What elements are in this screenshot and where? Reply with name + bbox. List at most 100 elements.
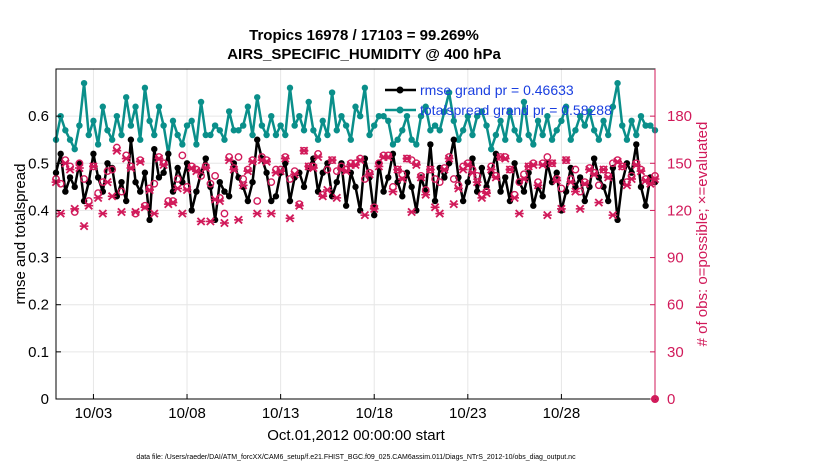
obs-evaluated-point (538, 160, 548, 170)
obs-possible-point (229, 164, 238, 172)
obs-evaluated-point (229, 165, 239, 174)
obs-evaluated-point (449, 199, 459, 209)
obs-possible-point (178, 151, 187, 160)
series-1-point (319, 117, 326, 125)
series-0-point (90, 150, 97, 158)
obs-evaluated-point (617, 162, 627, 171)
obs-evaluated-point (191, 166, 201, 176)
series-1-point (525, 131, 532, 139)
obs-evaluated-point (79, 221, 89, 231)
series-1-point (347, 136, 355, 143)
series-1-point (469, 131, 476, 139)
series-1-point (244, 103, 252, 110)
series-0-point (520, 188, 528, 195)
series-1-point (169, 117, 177, 125)
legend-spread-label: totalspread grand pr = 0.58288 (420, 102, 612, 118)
series-0-point (530, 202, 537, 209)
obs-possible-point (398, 170, 407, 179)
series-1-point (520, 98, 528, 106)
obs-evaluated-point (252, 209, 262, 218)
axis-ticks: 10/03 10/08 10/13 10/18 10/23 10/28 0 0.1 0.2 0.3… (28, 108, 692, 422)
series-1-point (642, 122, 649, 129)
obs-evaluated-point (533, 181, 543, 190)
obs-evaluated-point (463, 160, 473, 170)
series-1-point (389, 141, 397, 148)
obs-evaluated-point (454, 184, 463, 193)
obs-possible-point (421, 186, 430, 194)
series-0-point (272, 193, 280, 200)
obs-evaluated-point (140, 203, 150, 212)
series-1-point (263, 131, 270, 139)
series-1-point (239, 122, 247, 129)
obs-evaluated-point (262, 157, 271, 166)
series-1-point (193, 141, 200, 148)
obs-evaluated-point (369, 204, 379, 214)
obs-possible-point (491, 171, 500, 180)
obs-evaluated-point (472, 177, 482, 187)
obs-possible-point (552, 175, 561, 183)
series-1-point (619, 122, 626, 129)
series-1-point (502, 136, 509, 143)
obs-possible-point (201, 162, 210, 171)
y-left-tick-label-2: 0.2 (28, 297, 49, 314)
series-1-point (188, 117, 195, 125)
y-right-tick-label-3: 90 (667, 250, 684, 267)
obs-evaluated-point (636, 166, 646, 176)
series-1-point (151, 131, 158, 139)
series-1-point (197, 98, 205, 106)
series-0-point (282, 160, 289, 167)
obs-evaluated-point (276, 166, 286, 176)
obs-possible-point (412, 159, 421, 168)
obs-evaluated-point (360, 210, 370, 220)
obs-evaluated-point (519, 174, 529, 184)
obs-evaluated-point (182, 185, 192, 195)
legend-spread-marker (396, 106, 404, 114)
obs-possible-point (131, 209, 140, 218)
series-1-point (534, 117, 542, 125)
series-1-point (459, 127, 467, 134)
obs-evaluated-point (126, 163, 136, 173)
obs-possible-point (75, 159, 84, 168)
series-0-point (459, 197, 467, 205)
obs-possible-point (515, 178, 524, 187)
obs-evaluated-point (599, 165, 608, 174)
series-0-point (94, 174, 102, 181)
series-0-point (441, 174, 448, 181)
series-1-point (483, 122, 490, 129)
series-0-point (539, 193, 546, 200)
obs-evaluated-point (206, 217, 215, 226)
obs-evaluated-point (589, 170, 599, 179)
obs-possible-point (637, 165, 645, 174)
obs-possible-point (389, 182, 397, 191)
obs-evaluated-point (393, 165, 403, 174)
y-left-tick-label-1: 0.1 (28, 344, 49, 361)
series-0-point (71, 183, 78, 191)
series-1-point (141, 84, 149, 92)
series-0-point (104, 160, 111, 167)
series-0-point (113, 193, 121, 200)
series-1-point (516, 136, 523, 143)
obs-evaluated-point (365, 170, 374, 179)
series-1-point (221, 136, 228, 143)
series-0-point (380, 188, 387, 195)
obs-possible-point (141, 201, 149, 210)
series-0-point (225, 193, 233, 200)
series-1-point (66, 136, 74, 143)
chart-title-line2: AIRS_SPECIFIC_HUMIDITY @ 400 hPa (227, 46, 501, 63)
series-0-point (141, 169, 149, 176)
obs-evaluated-point (510, 193, 520, 203)
series-0-point (66, 174, 74, 181)
series-1-point (352, 103, 359, 110)
obs-possible-point (197, 171, 205, 180)
obs-evaluated-point (173, 184, 183, 193)
obs-evaluated-point (440, 165, 449, 174)
series-1-point (614, 79, 621, 87)
series-1-point (183, 122, 191, 129)
series-1-point (572, 127, 579, 134)
obs-evaluated-point (89, 162, 98, 171)
series-0-point (268, 197, 275, 205)
series-1-point (408, 136, 415, 143)
obs-evaluated-point (294, 201, 304, 210)
series-1-point (366, 131, 373, 139)
